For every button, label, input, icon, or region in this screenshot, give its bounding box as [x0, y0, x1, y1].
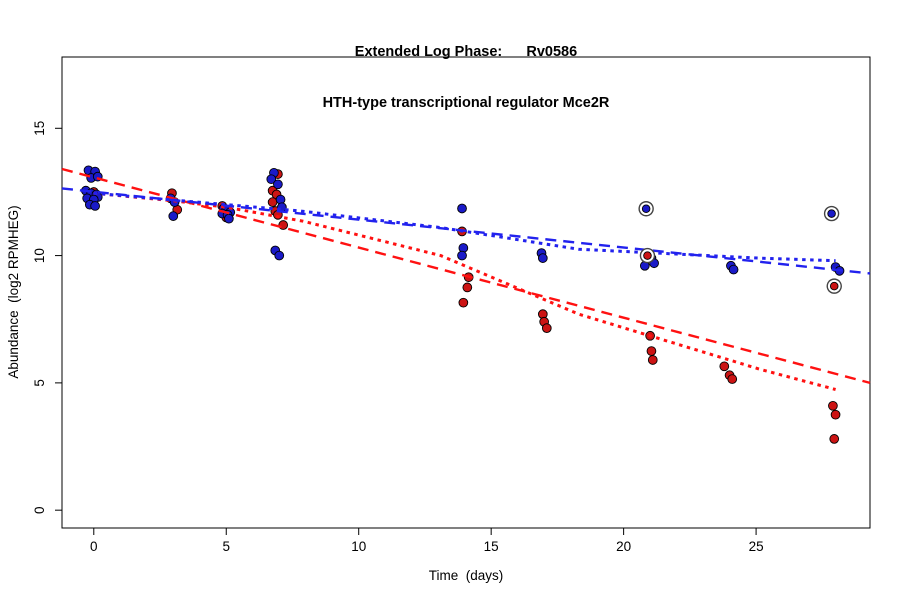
blue-point: [90, 201, 100, 211]
x-tick-label: 5: [222, 539, 230, 554]
x-tick-label: 0: [90, 539, 98, 554]
circled-point-dot: [827, 209, 836, 218]
blue-point: [274, 250, 285, 261]
blue-point: [728, 264, 739, 275]
blue-point: [168, 211, 179, 221]
red-point: [830, 409, 841, 420]
y-tick-label: 15: [32, 121, 47, 136]
blue-dotted-fit: [93, 191, 836, 263]
x-tick-label: 25: [749, 539, 764, 554]
red-point: [828, 400, 838, 411]
plot-box: [61, 56, 871, 529]
red-point: [719, 361, 730, 372]
red-dashed-fit: [61, 167, 871, 385]
x-tick-label: 10: [351, 539, 366, 554]
chart-title-line2: HTH-type transcriptional regulator Mce2R: [322, 95, 610, 111]
y-tick-label: 0: [32, 506, 47, 514]
y-tick-label: 5: [32, 379, 47, 387]
red-point: [727, 374, 738, 384]
blue-dashed-fit: [61, 187, 871, 275]
chart-title-line1: Extended Log Phase: Rv0586: [354, 44, 578, 60]
red-point: [646, 346, 657, 356]
blue-point: [457, 250, 467, 261]
blue-point: [273, 179, 283, 190]
x-tick-label: 15: [484, 539, 499, 554]
red-point: [458, 297, 469, 308]
blue-point: [224, 213, 234, 224]
circled-point-dot: [643, 251, 652, 260]
blue-point: [537, 253, 548, 263]
y-tick-label: 10: [32, 248, 47, 263]
red-point: [267, 197, 278, 207]
red-point: [278, 220, 289, 230]
blue-point: [266, 174, 277, 185]
chart-title: Extended Log Phase: Rv0586 HTH-type tran…: [62, 10, 870, 146]
circled-point-dot: [641, 204, 651, 213]
red-point: [462, 282, 473, 293]
red-point: [647, 355, 658, 365]
red-point: [541, 323, 552, 333]
blue-point: [457, 203, 467, 214]
circled-point-dot: [829, 281, 839, 291]
x-tick-label: 20: [616, 539, 631, 554]
red-point: [829, 434, 840, 444]
y-axis-label: Abundance (log2 RPMHEG): [6, 205, 21, 379]
x-axis-label: Time (days): [428, 568, 504, 583]
